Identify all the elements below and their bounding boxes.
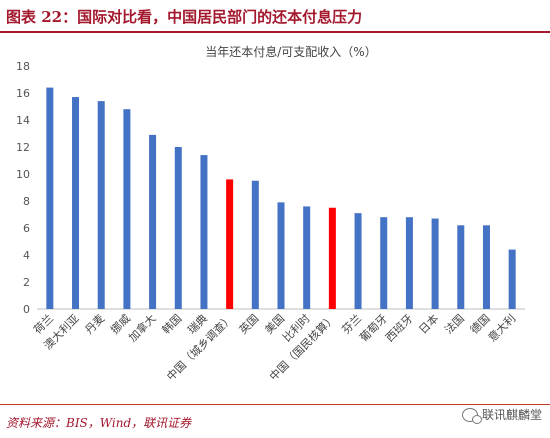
- bar: [251, 180, 259, 309]
- bar: [200, 155, 208, 309]
- bar: [431, 218, 439, 309]
- y-tick-label: 4: [23, 249, 30, 262]
- y-tick-label: 10: [16, 168, 30, 181]
- watermark: 联讯麒麟堂: [461, 406, 542, 424]
- x-tick-label: 丹麦: [83, 312, 108, 337]
- bar: [380, 217, 388, 309]
- y-tick-label: 8: [23, 195, 30, 208]
- bar: [149, 134, 157, 309]
- y-tick-label: 18: [16, 60, 30, 73]
- footer-divider: [0, 404, 550, 405]
- wechat-icon: [461, 407, 482, 424]
- bar: [277, 202, 285, 309]
- bar: [354, 213, 362, 309]
- bar: [123, 109, 131, 309]
- bar: [482, 225, 490, 309]
- title-divider: [0, 31, 550, 33]
- x-tick-label: 英国: [236, 311, 261, 336]
- y-tick-label: 2: [23, 276, 30, 289]
- chart-title: 当年还本付息/可支配收入（%）: [205, 44, 376, 59]
- watermark-text: 联讯麒麟堂: [481, 408, 542, 422]
- x-tick-label: 葡萄牙: [357, 312, 390, 345]
- y-tick-label: 12: [16, 141, 30, 154]
- bar: [72, 97, 80, 309]
- figure-source: 资料来源：BIS，Wind，联讯证券: [6, 416, 192, 430]
- bar: [174, 147, 182, 309]
- x-tick-label: 韩国: [159, 311, 184, 336]
- x-tick-label: 日本: [416, 311, 441, 336]
- y-tick-label: 0: [23, 303, 30, 316]
- x-tick-label: 意大利: [485, 311, 518, 344]
- bar: [97, 101, 105, 309]
- bar: [405, 217, 413, 309]
- bar: [46, 87, 54, 309]
- x-tick-label: 法国: [441, 311, 466, 336]
- figure-title: 图表 22：国际对比看，中国居民部门的还本付息压力: [6, 8, 363, 26]
- y-tick-label: 14: [16, 114, 30, 127]
- x-tick-label: 西班牙: [383, 312, 416, 345]
- bar: [508, 249, 516, 309]
- x-tick-label: 加拿大: [125, 311, 158, 344]
- y-tick-label: 16: [16, 87, 30, 100]
- y-tick-label: 6: [23, 222, 30, 235]
- bar: [226, 179, 234, 309]
- bar: [328, 207, 336, 309]
- bar: [457, 225, 465, 309]
- bar: [303, 206, 311, 309]
